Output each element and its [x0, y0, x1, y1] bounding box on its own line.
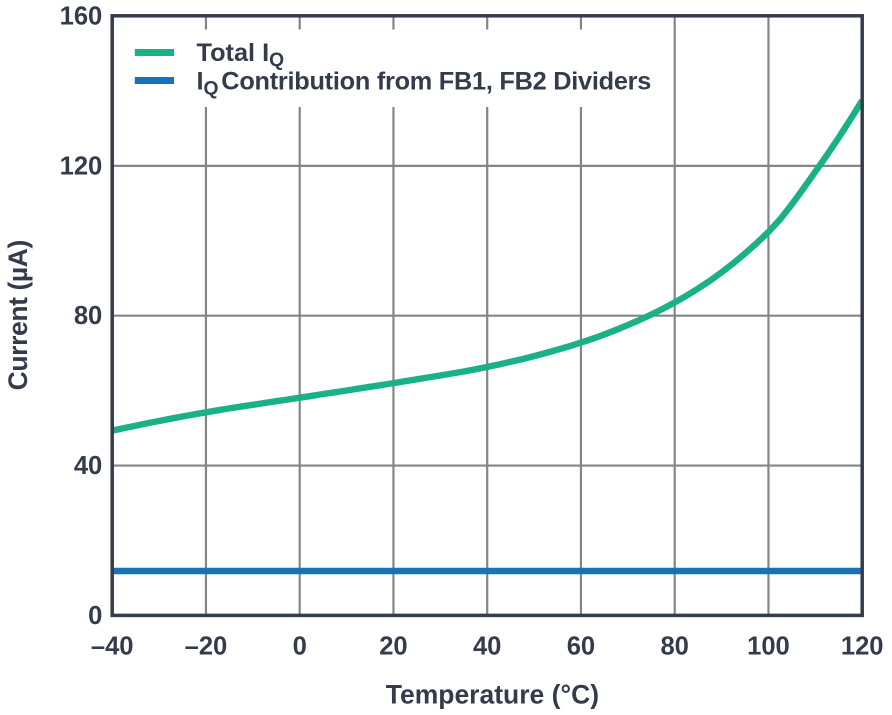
- svg-text:20: 20: [379, 633, 407, 661]
- svg-text:80: 80: [660, 633, 688, 661]
- svg-text:–20: –20: [185, 633, 228, 661]
- svg-text:120: 120: [841, 633, 884, 661]
- svg-text:Current (µA): Current (µA): [3, 240, 33, 390]
- svg-text:0: 0: [293, 633, 307, 661]
- svg-text:40: 40: [74, 452, 102, 480]
- svg-text:IQ Contribution from FB1, FB2: IQ Contribution from FB1, FB2 Dividers: [197, 68, 652, 100]
- svg-text:Temperature (°C): Temperature (°C): [386, 680, 599, 710]
- svg-text:0: 0: [88, 602, 102, 630]
- svg-text:120: 120: [60, 152, 103, 180]
- svg-text:100: 100: [747, 633, 790, 661]
- svg-text:160: 160: [60, 2, 103, 30]
- svg-text:80: 80: [74, 302, 102, 330]
- svg-text:40: 40: [473, 633, 501, 661]
- svg-text:60: 60: [567, 633, 595, 661]
- svg-text:–40: –40: [91, 633, 134, 661]
